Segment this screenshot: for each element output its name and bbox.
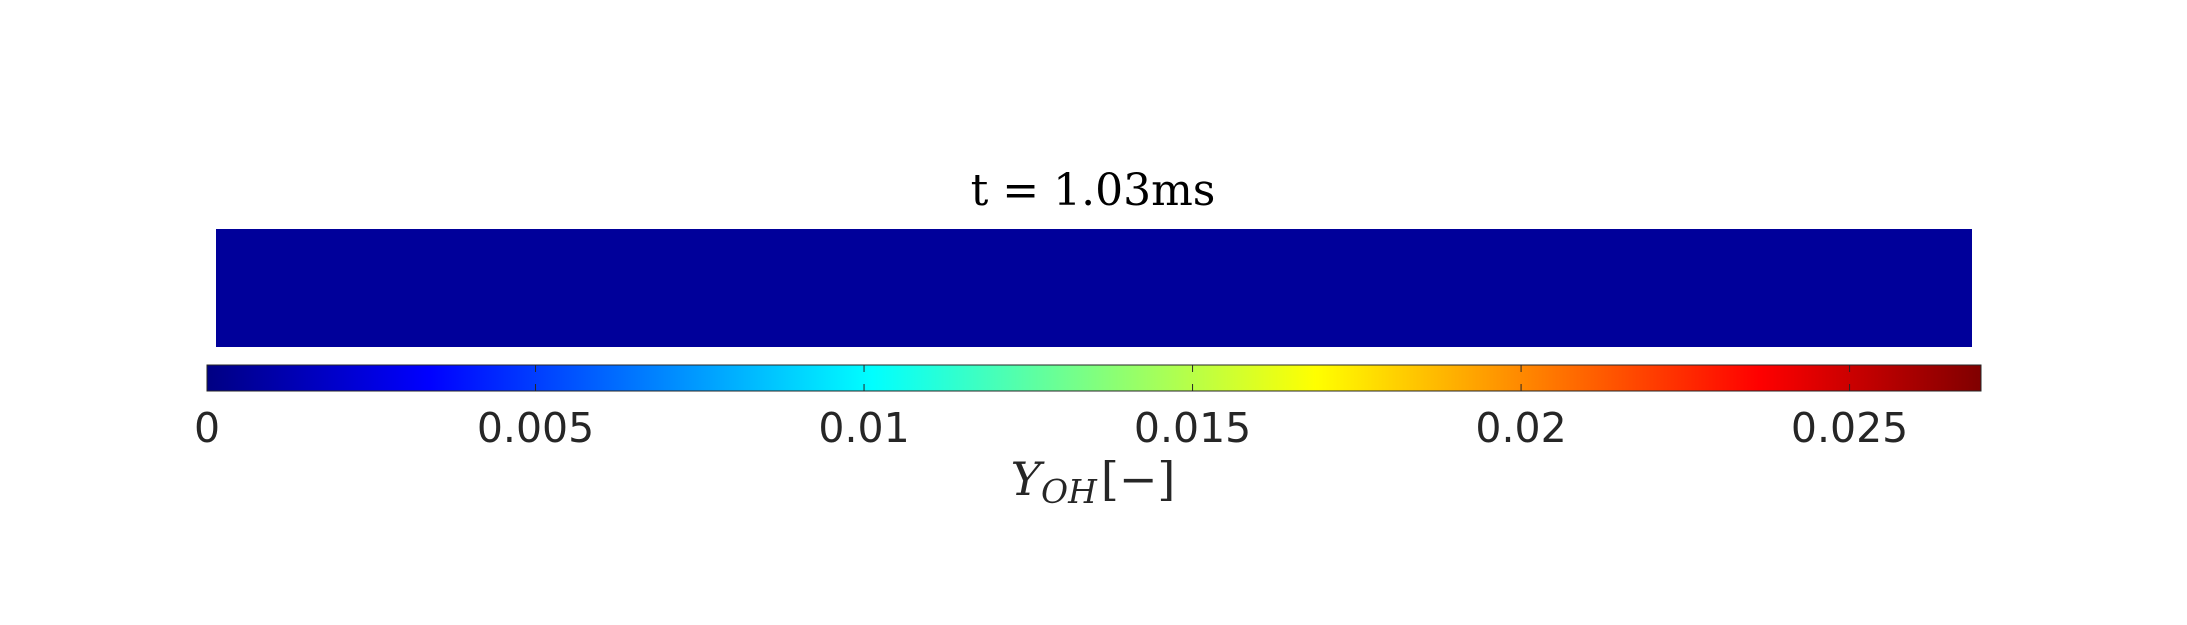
colorbar-ticks xyxy=(535,365,1851,391)
colorbar-label-subscript: OH xyxy=(1041,472,1098,511)
colorbar-tick-label: 0 xyxy=(194,404,220,452)
colorbar-tick-label: 0.015 xyxy=(1134,404,1251,452)
colorbar-tick-label: 0.02 xyxy=(1475,404,1566,452)
colorbar-label-unit: [−] xyxy=(1101,452,1175,506)
colorbar-tick-label: 0.025 xyxy=(1791,404,1908,452)
colorbar-tick-label: 0.01 xyxy=(818,404,909,452)
colorbar-label-symbol: Y xyxy=(1011,452,1046,506)
chart-title: t = 1.03ms xyxy=(971,165,1216,216)
colorbar-tick-label: 0.005 xyxy=(477,404,594,452)
field-heatmap xyxy=(216,229,1972,347)
colorbar-tick-labels: 0 0.005 0.01 0.015 0.02 0.025 xyxy=(194,404,1908,452)
colorbar xyxy=(206,364,1982,392)
colorbar-label: YOH[−] xyxy=(1011,452,1176,511)
